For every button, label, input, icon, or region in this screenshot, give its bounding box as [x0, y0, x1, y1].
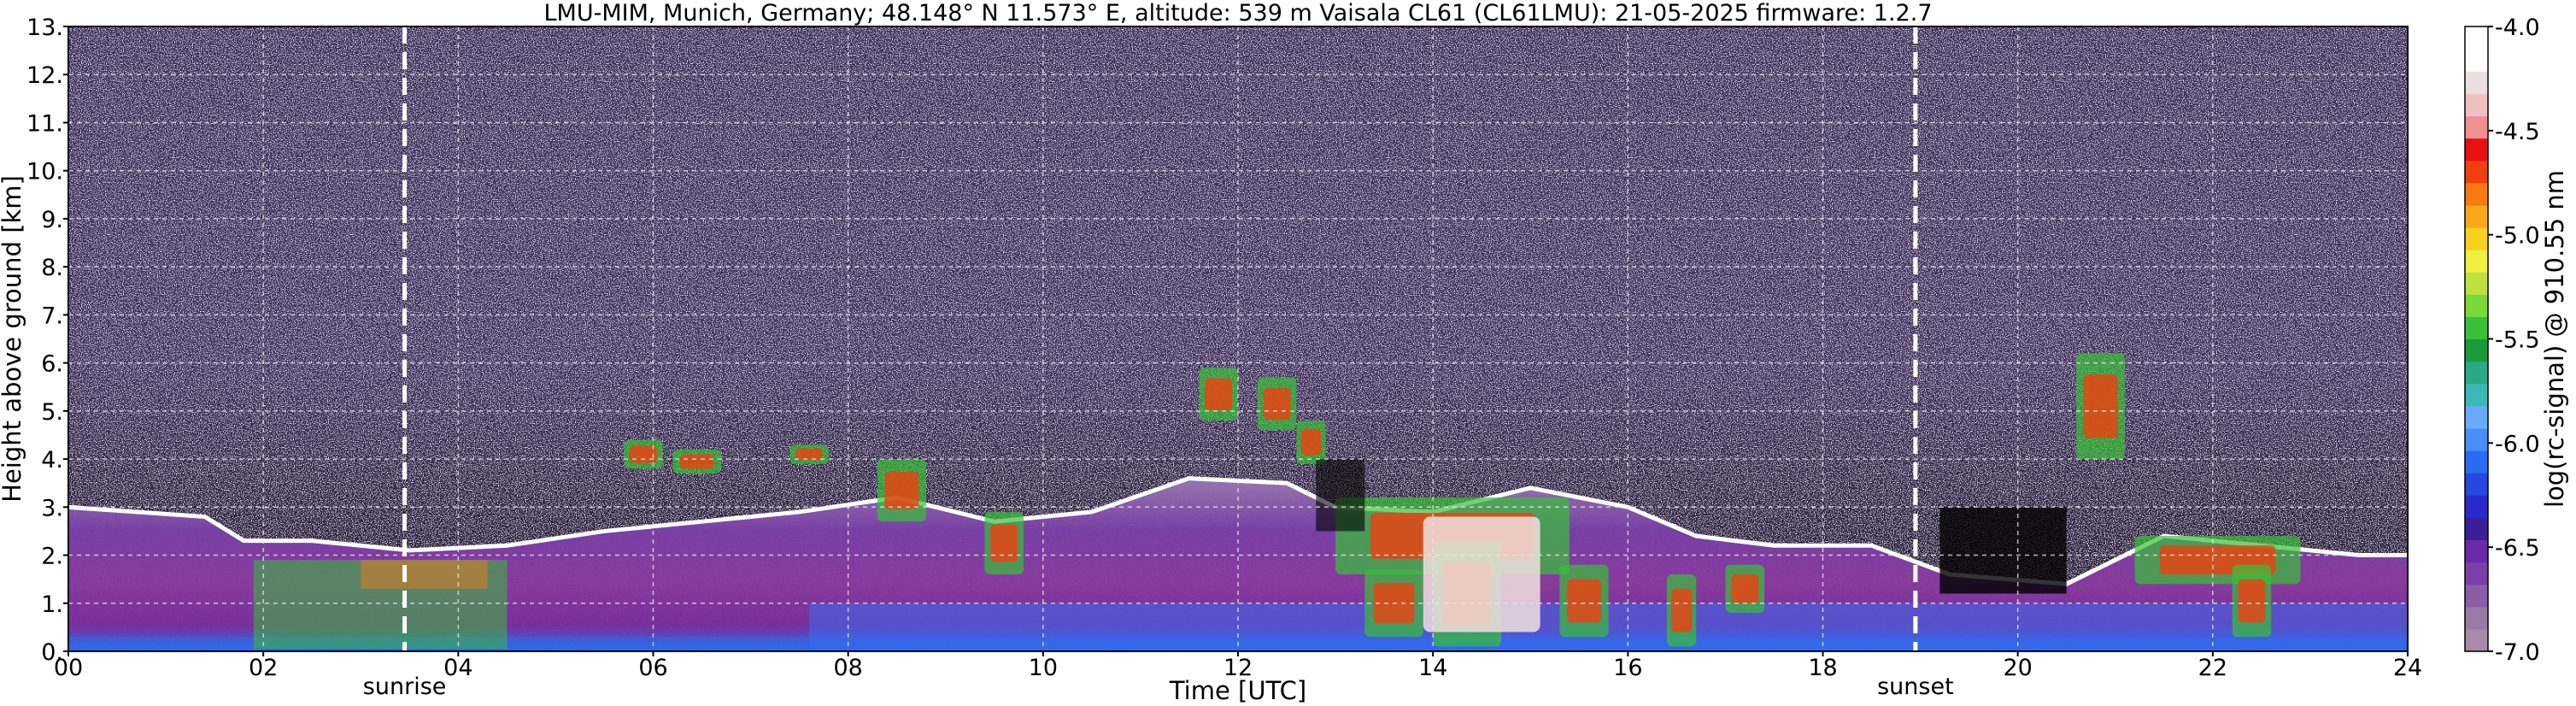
colorbar-segment — [2465, 427, 2488, 451]
x-tick-label: 20 — [2003, 655, 2032, 681]
cloud-core-16 — [1731, 574, 1759, 603]
colorbar-segment — [2465, 450, 2488, 474]
x-tick-label: 02 — [249, 655, 278, 681]
colorbar-segment — [2465, 26, 2488, 50]
y-tick-label: 11. — [26, 110, 63, 137]
x-axis-title: Time [UTC] — [1169, 676, 1306, 705]
sun-events: sunrise sunset — [363, 26, 1954, 700]
colorbar-segment — [2465, 405, 2488, 429]
y-tick-label: 6. — [41, 351, 63, 378]
cloud-core-4 — [990, 524, 1018, 562]
colorbar-segment — [2465, 495, 2488, 518]
colorbar-segment — [2465, 294, 2488, 317]
cloud-core-3 — [884, 471, 919, 509]
colorbar-tick-label: -4.0 — [2495, 15, 2540, 41]
y-tick-label: 12. — [26, 62, 63, 89]
cloud-core-12 — [1671, 588, 1693, 632]
y-tick-label: 13. — [26, 15, 63, 41]
y-tick-label: 10. — [26, 159, 63, 185]
colorbar-segment — [2465, 584, 2488, 608]
x-tick-label: 14 — [1418, 655, 1447, 681]
cloud-core-13 — [2083, 374, 2118, 438]
y-tick-label: 9. — [41, 207, 63, 233]
colorbar-segment — [2465, 182, 2488, 206]
x-tick-label: 00 — [54, 655, 83, 681]
x-tick-label: 10 — [1029, 655, 1058, 681]
y-tick-label: 4. — [41, 447, 63, 474]
sun-event-label: sunset — [1877, 674, 1954, 700]
colorbar-tick-label: -6.5 — [2495, 535, 2540, 562]
colorbar-segment — [2465, 71, 2488, 94]
x-tick-label: 18 — [1808, 655, 1837, 681]
colorbar-segment — [2465, 93, 2488, 117]
morning-convective-cloud — [253, 560, 508, 650]
x-tick-label: 22 — [2198, 655, 2227, 681]
colorbar-segment — [2465, 115, 2488, 139]
y-tick-label: 2. — [41, 544, 63, 570]
y-tick-label: 5. — [41, 399, 63, 426]
y-tick-label: 0. — [41, 639, 63, 666]
colorbar-segment — [2465, 473, 2488, 496]
colorbar-segment — [2465, 338, 2488, 362]
y-axis-ticks: 0. 1. 2. 3. 4. 5. 6. 7. 8. 9. 10. 11. 12. 13. — [26, 15, 68, 666]
colorbar-tick-label: -5.5 — [2495, 327, 2540, 354]
y-tick-label: 7. — [41, 303, 63, 329]
morning-cloud-core — [361, 560, 488, 589]
x-tick-label: 12 — [1223, 655, 1253, 681]
y-tick-label: 8. — [41, 255, 63, 281]
x-axis-ticks: 00 02 04 06 08 10 12 14 16 18 20 22 24 — [54, 651, 2422, 681]
y-tick-label: 1. — [41, 591, 63, 618]
colorbar-tick-label: -5.0 — [2495, 223, 2540, 250]
cloud-core-5 — [1205, 378, 1233, 410]
colorbar: -4.0 -4.5 -5.0 -5.5 -6.0 -6.5 -7.0 — [2464, 15, 2540, 666]
cloud-core-1 — [679, 454, 714, 469]
x-tick-label: 16 — [1613, 655, 1642, 681]
colorbar-segment — [2465, 628, 2488, 652]
x-tick-label: 08 — [833, 655, 862, 681]
cloud-core-6 — [1263, 387, 1291, 420]
x-tick-label: 04 — [443, 655, 472, 681]
cloud-core-15 — [2238, 579, 2266, 623]
signal-gap-2 — [1316, 459, 1365, 532]
y-tick-label: 3. — [41, 495, 63, 521]
sun-event-label: sunrise — [363, 674, 447, 700]
colorbar-segment — [2465, 49, 2488, 72]
colorbar-segment — [2465, 517, 2488, 541]
colorbar-segment — [2465, 227, 2488, 250]
colorbar-tick-label: -6.0 — [2495, 431, 2540, 457]
colorbar-segment — [2465, 316, 2488, 340]
colorbar-segment — [2465, 160, 2488, 184]
colorbar-segment — [2465, 606, 2488, 630]
x-tick-label: 24 — [2393, 655, 2422, 681]
cloud-core-11 — [1567, 579, 1601, 623]
thick-cloud-core — [1423, 516, 1540, 632]
colorbar-segment — [2465, 539, 2488, 563]
colorbar-segment — [2465, 138, 2488, 162]
cloud-core-2 — [795, 448, 824, 461]
y-axis-title: Height above ground [km] — [0, 175, 26, 503]
colorbar-segment — [2465, 250, 2488, 273]
colorbar-segment — [2465, 204, 2488, 228]
colorbar-tick-label: -7.0 — [2495, 639, 2540, 666]
cloud-core-7 — [1300, 429, 1322, 456]
colorbar-tick-label: -4.5 — [2495, 119, 2540, 145]
signal-gap — [1939, 507, 2067, 594]
chart-title: LMU-MIM, Munich, Germany; 48.148° N 11.5… — [543, 0, 1932, 26]
x-tick-label: 06 — [638, 655, 667, 681]
colorbar-segment — [2465, 361, 2488, 385]
colorbar-segment — [2465, 562, 2488, 585]
colorbar-label: log(rc-signal) @ 910.55 nm — [2540, 170, 2569, 508]
colorbar-segment — [2465, 272, 2488, 295]
colorbar-segment — [2465, 383, 2488, 407]
